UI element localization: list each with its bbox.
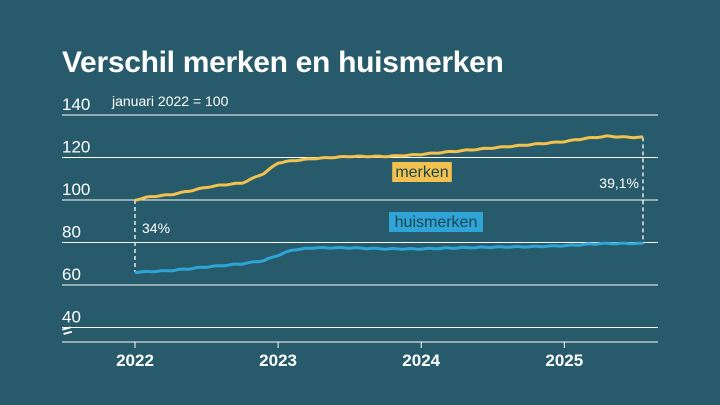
series-line-merken (134, 134, 644, 202)
x-tick-2024: 2024 (402, 351, 440, 370)
series-line-huismerken (134, 241, 644, 275)
series-label-merken-box (392, 162, 452, 182)
y-tick-40: 40 (62, 308, 81, 327)
series-label-merken-text: merken (395, 164, 448, 181)
x-tick-2025: 2025 (545, 351, 583, 370)
y-tick-80: 80 (62, 223, 81, 242)
annotation-start-gap: 34% (142, 220, 170, 236)
chart-subtitle: januari 2022 = 100 (111, 93, 229, 109)
x-tick-2022: 2022 (116, 351, 154, 370)
x-tick-labels: 2022 2023 2024 2025 (116, 342, 583, 370)
series-lines (134, 134, 644, 275)
series-label-huismerken-text: huismerken (395, 214, 478, 231)
chart-title: Verschil merken en huismerken (62, 46, 504, 79)
y-tick-labels: 140 120 100 80 60 40= (60, 95, 90, 341)
y-tick-140: 140 (62, 95, 90, 114)
annotation-end-gap: 39,1% (599, 175, 639, 191)
y-tick-120: 120 (62, 138, 90, 157)
series-label-merken: merken (392, 162, 452, 182)
series-label-huismerken: huismerken (389, 212, 483, 232)
gap-annotations: 34% 39,1% (142, 175, 639, 236)
series-labels: merken huismerken (389, 162, 483, 232)
y-tick-60: 60 (62, 265, 81, 284)
axis-break-icon: = (60, 320, 75, 341)
y-tick-100: 100 (62, 180, 90, 199)
gap-guides (134, 137, 644, 273)
series-label-huismerken-box (389, 212, 483, 232)
x-tick-2023: 2023 (259, 351, 297, 370)
